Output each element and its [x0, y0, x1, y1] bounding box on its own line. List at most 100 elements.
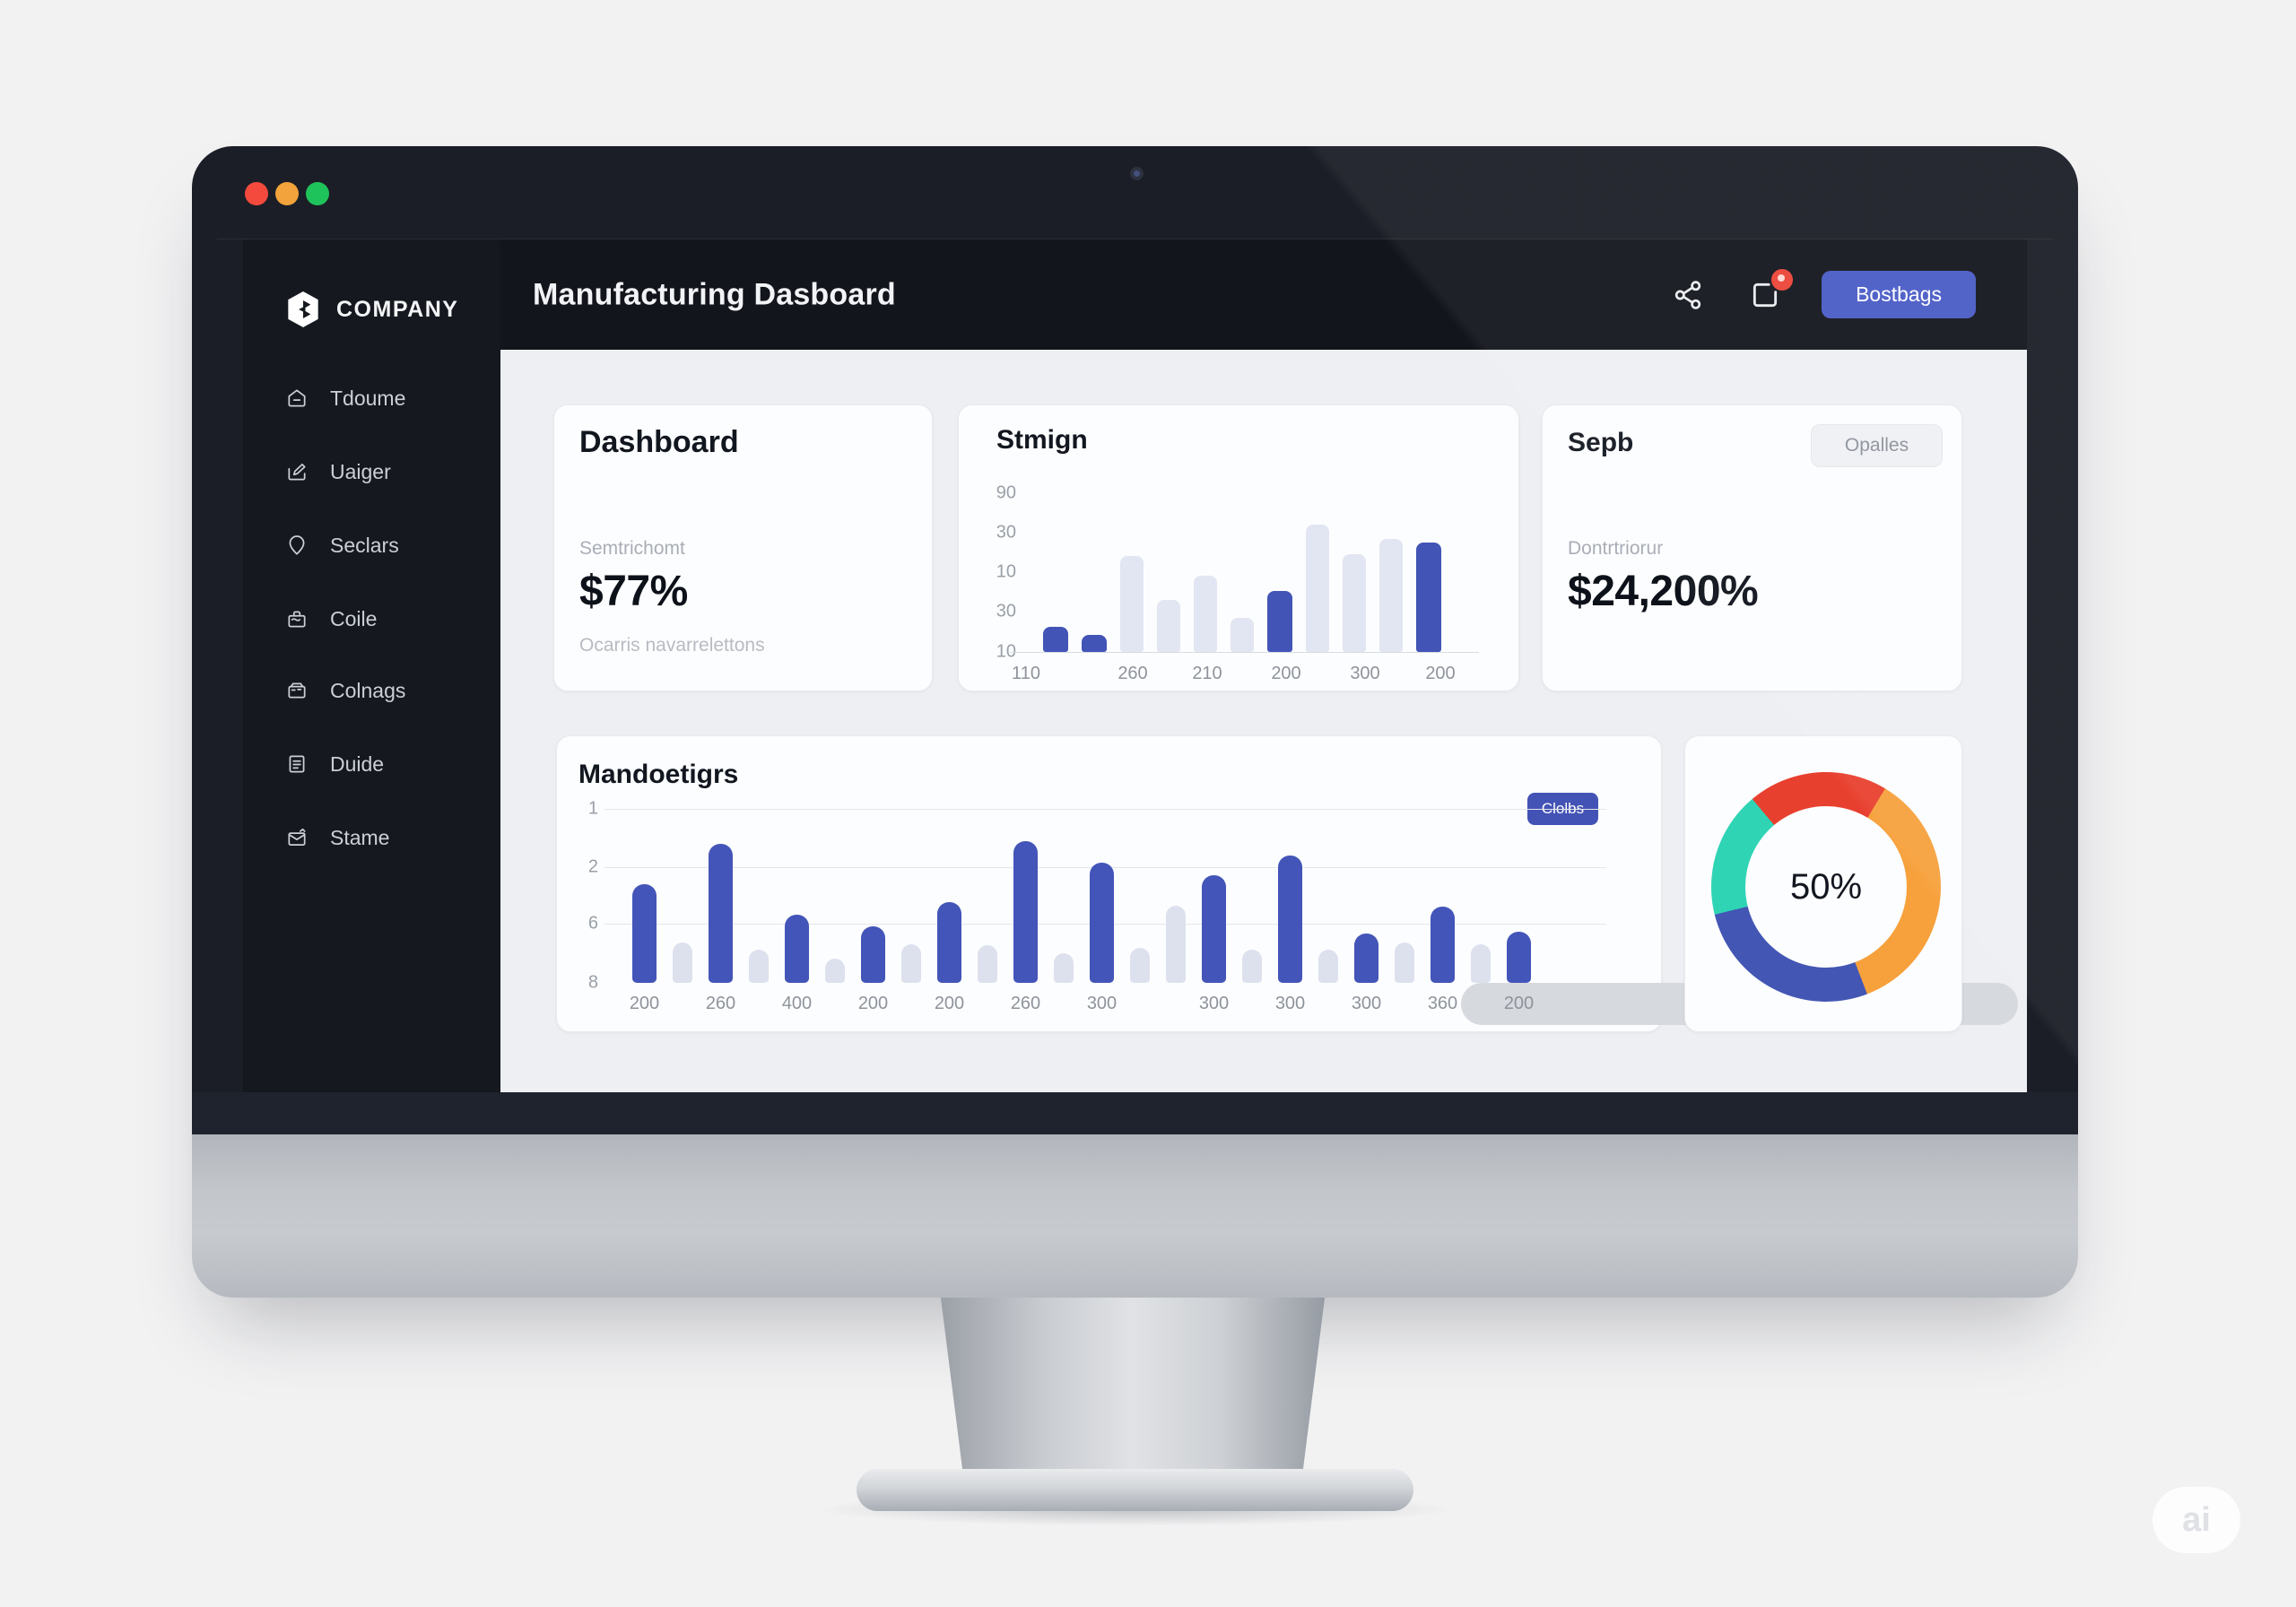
monitor: COMPANY Tdoume Uaiger	[192, 146, 2078, 1298]
sidebar-item-label: Uaiger	[330, 459, 391, 483]
sidebar-item-stame[interactable]: Stame	[285, 813, 389, 862]
window-controls	[245, 182, 329, 205]
y-tick-label: 90	[996, 482, 1016, 503]
bar-secondary	[1242, 950, 1262, 983]
x-tick-label: 200	[629, 994, 660, 1013]
bar-column	[1130, 948, 1150, 983]
y-tick-label: 2	[587, 856, 598, 877]
sidebar-item-tdoume[interactable]: Tdoume	[285, 374, 405, 422]
notification-badge	[1771, 268, 1794, 291]
bar-primary	[1013, 841, 1038, 983]
x-tick-label: 300	[1198, 994, 1230, 1013]
x-tick-label: 300	[1274, 994, 1306, 1013]
sidebar-item-duide[interactable]: Duide	[285, 740, 384, 788]
bar-column: 200	[858, 926, 888, 1013]
sidebar-item-coile[interactable]: Coile	[285, 595, 377, 643]
brand: COMPANY	[285, 290, 458, 329]
bar-secondary	[1120, 556, 1144, 652]
share-button[interactable]	[1667, 274, 1709, 316]
bar-column	[1166, 906, 1186, 983]
bar-column	[825, 959, 845, 983]
sidebar-item-label: Duide	[330, 751, 385, 776]
bar-primary	[1278, 856, 1302, 983]
bar-column: 260	[706, 844, 735, 1013]
stat-subtext: Ocarris navarrelettons	[579, 635, 765, 656]
bar-secondary	[1054, 953, 1074, 983]
bar-column	[1231, 618, 1254, 652]
stat-card-dashboard: Dashboard Semtrichomt $77% Ocarris navar…	[553, 404, 933, 691]
card-badge-button[interactable]: Opalles	[1811, 424, 1943, 467]
bar-chart-large: 200 260 400 200 200 260 300 300 300 300 360 200	[604, 809, 2018, 1025]
stat-label: Semtrichomt	[579, 538, 685, 559]
x-tick-label: 260	[1118, 664, 1148, 683]
bar-chart-small	[1043, 493, 1445, 652]
bar-primary	[861, 926, 885, 983]
bar-secondary	[749, 950, 769, 983]
bar-column: 300	[1352, 934, 1381, 1013]
bar-column	[1267, 591, 1292, 652]
bar-column	[1043, 627, 1068, 652]
donut-card: 50%	[1684, 735, 1962, 1032]
sidebar-item-colnags[interactable]: Colnags	[285, 666, 405, 715]
bar-column: 360	[1428, 907, 1457, 1013]
x-tick-label: 200	[1425, 664, 1456, 683]
x-tick-label: 210	[1192, 664, 1222, 683]
card-title: Sepb	[1568, 428, 1634, 457]
bar-secondary	[1130, 948, 1150, 983]
bar-secondary	[1379, 539, 1403, 652]
monitor-stand-neck	[940, 1298, 1326, 1488]
pin-icon	[289, 535, 305, 555]
bar-column	[978, 945, 997, 983]
company-logo-icon	[288, 291, 318, 327]
bar-column	[901, 944, 921, 983]
x-tick-label: 200	[857, 994, 889, 1013]
y-tick-label: 10	[996, 641, 1016, 662]
bar-primary	[1082, 635, 1107, 652]
webcam-dot	[1130, 167, 1144, 180]
bar-column	[1120, 556, 1144, 652]
y-tick-label: 30	[996, 522, 1016, 543]
bar-primary	[1202, 875, 1226, 983]
minimize-window-button[interactable]	[275, 182, 299, 205]
bar-secondary	[1306, 525, 1329, 652]
y-tick-label: 1	[587, 798, 598, 819]
bar-column	[1306, 525, 1329, 652]
close-window-button[interactable]	[245, 182, 268, 205]
bar-primary	[785, 915, 809, 983]
sidebar-item-label: Tdoume	[330, 386, 406, 410]
header: Manufacturing Dasboard Bostbags	[500, 239, 2027, 350]
bar-column	[1242, 950, 1262, 983]
bar-primary	[1431, 907, 1455, 983]
bar-column: 400	[782, 915, 812, 1013]
monitor-stand-base	[857, 1469, 1413, 1511]
notifications-button[interactable]	[1744, 268, 1794, 316]
primary-action-button[interactable]: Bostbags	[1822, 271, 1976, 318]
bar-secondary	[1231, 618, 1254, 652]
home-icon	[288, 389, 306, 407]
bar-secondary	[673, 942, 692, 983]
sidebar-item-label: Seclars	[330, 533, 399, 557]
stat-card-sepb: Sepb Opalles Dontrtriorur $24,200%	[1542, 404, 1962, 691]
stat-value: $24,200%	[1568, 568, 1759, 615]
sidebar-item-label: Coile	[330, 606, 378, 630]
y-tick-label: 8	[587, 972, 598, 993]
bar-column	[1416, 543, 1441, 652]
bar-column	[1379, 539, 1403, 652]
stat-label: Dontrtriorur	[1568, 538, 1664, 559]
document-icon	[289, 755, 305, 773]
bar-primary	[937, 902, 961, 983]
x-tick-label: 200	[1271, 664, 1301, 683]
bar-secondary	[1157, 600, 1180, 652]
page-title: Manufacturing Dasboard	[533, 277, 896, 311]
bar-column: 300	[1087, 863, 1117, 1013]
sidebar-item-seclars[interactable]: Seclars	[285, 521, 399, 569]
zoom-window-button[interactable]	[306, 182, 329, 205]
dashboard-content: Dashboard Semtrichomt $77% Ocarris navar…	[500, 350, 2027, 1092]
bar-primary	[1043, 627, 1068, 652]
bar-primary	[632, 884, 657, 983]
bar-column	[1343, 554, 1366, 652]
sidebar-item-uaiger[interactable]: Uaiger	[285, 447, 391, 496]
x-tick-label: 260	[1010, 994, 1041, 1013]
screen-bottom-bezel	[192, 1092, 2078, 1134]
